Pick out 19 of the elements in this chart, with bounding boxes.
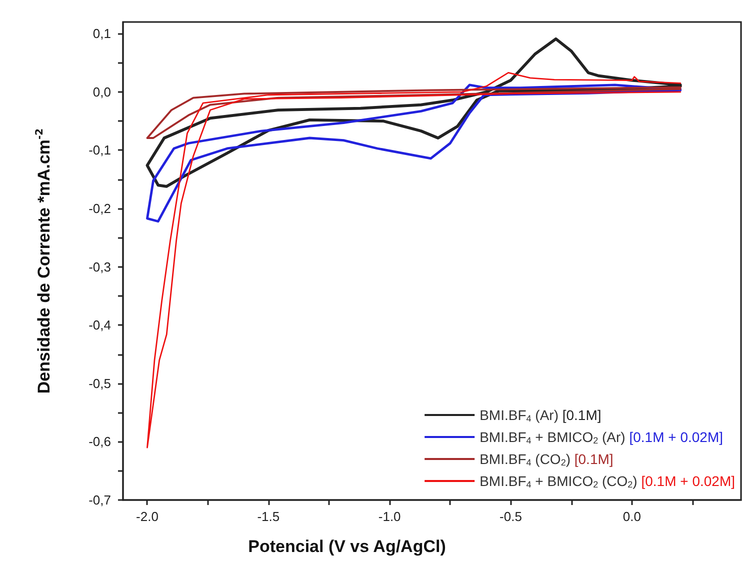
y-tick-label: -0,1 xyxy=(88,142,111,158)
y-tick-label: -0,2 xyxy=(88,201,111,216)
x-axis-title: Potencial (V vs Ag/AgCl) xyxy=(248,537,446,556)
x-tick-label: 0.0 xyxy=(622,509,641,524)
y-tick-label: -0,6 xyxy=(88,434,111,450)
x-tick-label: -1.0 xyxy=(378,509,401,524)
y-tick-label: 0,0 xyxy=(92,84,111,100)
y-tick-label: -0,4 xyxy=(88,318,111,333)
y-axis-title: Densidade de Corrente *mA.cm-2 xyxy=(34,128,54,394)
line-series xyxy=(146,86,682,139)
x-tick-label: -1.5 xyxy=(257,509,280,524)
y-tick-label: -0,7 xyxy=(88,492,111,508)
x-tick-label: -2.0 xyxy=(136,509,158,524)
y-tick-label: -0,3 xyxy=(88,259,111,274)
y-tick-label: 0,1 xyxy=(92,26,111,42)
line-series xyxy=(146,72,682,448)
line-series xyxy=(146,84,682,223)
x-tick-label: -0.5 xyxy=(500,509,522,524)
y-tick-label: -0,5 xyxy=(88,376,111,391)
